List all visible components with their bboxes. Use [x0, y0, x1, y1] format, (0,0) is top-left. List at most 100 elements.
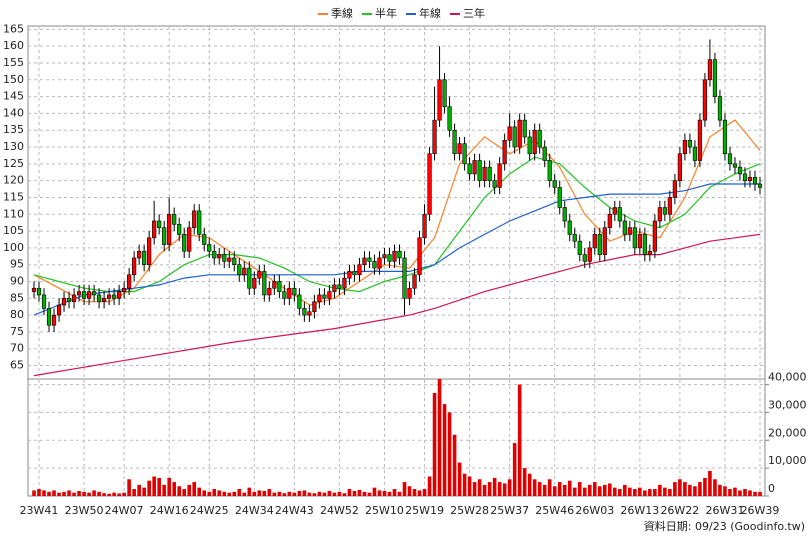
candle-body [122, 287, 127, 292]
volume-bar [282, 493, 287, 496]
candle-body [252, 277, 257, 289]
candle-body [31, 287, 37, 292]
volume-bar [77, 490, 81, 496]
volume-bar [648, 489, 652, 496]
candle-body [492, 180, 497, 188]
volume-bar [352, 490, 357, 496]
volume-bar [653, 489, 657, 496]
candle-body [227, 257, 232, 262]
candle-body [647, 250, 652, 255]
volume-bar [733, 487, 737, 496]
plot-frame [27, 25, 766, 497]
candle-body [537, 129, 542, 148]
volume-bar [703, 477, 707, 496]
candle-body [442, 79, 447, 107]
volume-bar [683, 482, 687, 496]
candle-body [637, 234, 642, 249]
volume-bar [592, 482, 597, 496]
candle-body [467, 163, 472, 175]
candle-body [86, 291, 92, 299]
volume-bar [492, 477, 497, 496]
volume-bar [167, 477, 171, 496]
volume-bar [347, 489, 352, 496]
candle-body [477, 160, 482, 181]
volume-bar [237, 489, 242, 496]
volume-bar [52, 490, 56, 496]
volume-bar [62, 491, 66, 496]
volume-bar [693, 486, 697, 496]
volume-bar [367, 492, 372, 496]
volume-bar [287, 491, 292, 496]
x-tick-label: 24W25 [190, 504, 229, 517]
volume-bar [402, 482, 407, 496]
y-tick-label: 145 [3, 90, 24, 103]
candle-body [172, 213, 177, 225]
candle-body [587, 247, 592, 262]
volume-bar [467, 476, 472, 496]
volume-bar [572, 487, 577, 496]
volume-bar [567, 480, 572, 496]
candle-body [707, 59, 713, 81]
volume-bar [397, 491, 402, 496]
volume-bar [297, 490, 302, 496]
volume-bar [312, 493, 317, 496]
x-tick-label: 24W43 [275, 504, 314, 517]
volume-bar [698, 482, 702, 496]
volume-bar [532, 479, 537, 496]
x-tick-label: 26W13 [620, 504, 659, 517]
candle-body [747, 176, 753, 181]
candle-body [422, 213, 427, 239]
candle-body [382, 254, 387, 259]
ma-line [33, 156, 761, 293]
volume-bar [688, 484, 692, 496]
y-tick-label: 115 [3, 190, 24, 203]
candle-body [282, 291, 287, 299]
ma-line [33, 233, 761, 377]
volume-bar [718, 484, 722, 496]
volume-bar [252, 491, 257, 496]
volume-bar [542, 484, 547, 496]
volume-bar [392, 489, 397, 496]
volume-bar [708, 470, 712, 496]
volume-bar [357, 489, 362, 496]
candle-body [367, 257, 372, 262]
volume-bar [372, 487, 377, 496]
x-tick-label: 26W31 [706, 504, 745, 517]
volume-bar [432, 392, 437, 496]
y-tick-label: 65 [10, 359, 24, 372]
volume-bar [42, 490, 46, 496]
volume-bar [322, 492, 327, 496]
candle-body [697, 119, 703, 161]
candle-body [182, 234, 187, 252]
legend-label: 三年 [463, 6, 485, 20]
candle-body [607, 213, 612, 229]
volume-bar [72, 492, 76, 496]
x-tick-label: 24W07 [105, 504, 144, 517]
candle-body [557, 187, 562, 208]
x-tick-label: 24W16 [150, 504, 189, 517]
volume-bar [623, 484, 627, 496]
candle-body [612, 207, 617, 215]
volume-bar [497, 482, 502, 496]
candle-body [76, 291, 82, 296]
y2-tick-label: 20,000 [768, 426, 807, 439]
candle-body [412, 274, 417, 289]
volume-bar [502, 483, 507, 496]
volume-bar [582, 487, 587, 496]
y-tick-label: 150 [3, 73, 24, 86]
volume-bar [738, 490, 742, 496]
candle-body [672, 180, 677, 198]
y-tick-label: 125 [3, 157, 24, 170]
candle-body [352, 271, 357, 276]
candle-body [347, 271, 352, 279]
candle-body [717, 96, 723, 121]
y-tick-label: 95 [10, 258, 24, 271]
volume-bar [668, 489, 672, 496]
volume-bar [577, 482, 582, 496]
candle-body [522, 119, 527, 138]
candle-body [567, 220, 572, 235]
candle-body [517, 119, 522, 148]
candle-body [757, 183, 763, 188]
candle-body [177, 224, 182, 235]
volume-bar [302, 490, 307, 496]
